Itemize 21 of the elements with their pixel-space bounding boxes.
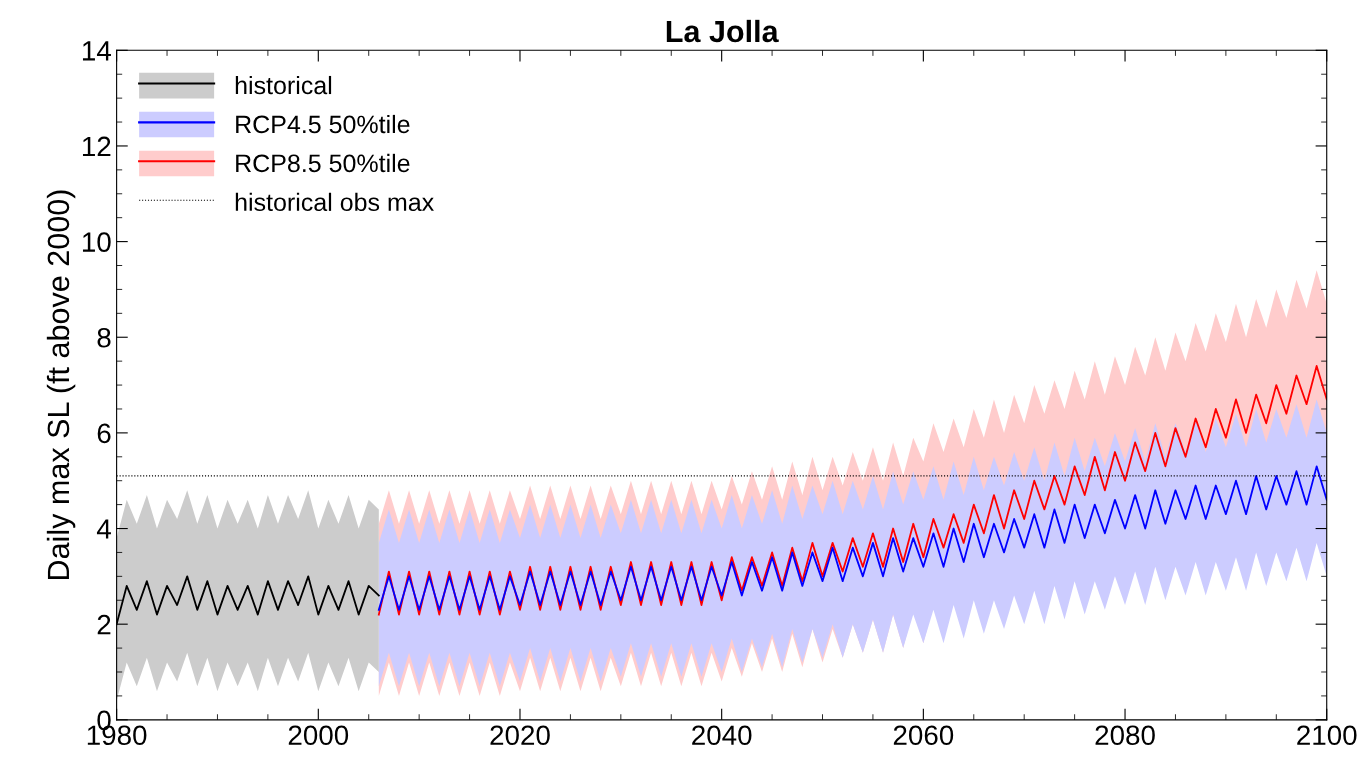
line-series [377,365,1327,616]
y-axis-title: Daily max SL (ft above 2000) [46,190,76,579]
x-tick-label: 2040 [692,725,752,746]
chart-title: La Jolla [666,19,779,43]
y-tick-label: 8 [97,327,111,348]
y-tick-label: 2 [97,614,111,635]
x-tick-label: 2020 [490,725,550,746]
y-tick-label: 4 [96,519,111,539]
y-tick-label: 10 [82,232,111,252]
y-tick-label: 14 [82,41,111,61]
x-tick-label: 2100 [1297,725,1357,746]
legend-label: historical [235,75,332,95]
line-series [377,465,1327,611]
x-tick-label: 2060 [893,725,954,746]
legend-label: RCP8.5 50%tile [236,153,410,173]
legend-label: historical obs max [235,192,434,212]
y-tick-label: 12 [82,136,111,157]
legend-label: RCP4.5 50%tile [236,114,410,134]
y-tick-label: 6 [97,423,111,444]
x-tick-label: 2000 [288,725,349,746]
x-tick-label: 2080 [1095,725,1155,746]
